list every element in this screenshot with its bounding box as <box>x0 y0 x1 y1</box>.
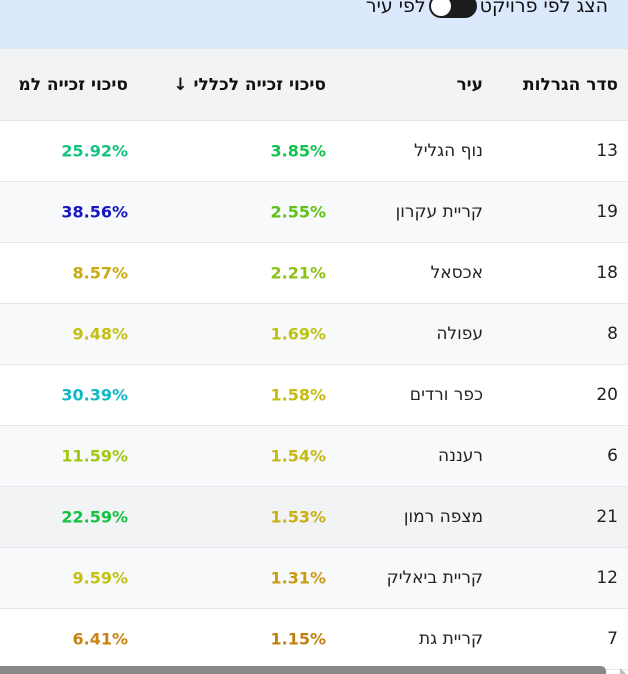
cell-order: 8 <box>607 324 618 344</box>
cell-project-chance: 9.48% <box>72 324 128 344</box>
cell-project-chance: 22.59% <box>61 507 128 527</box>
table-row[interactable]: 8 עפולה 1.69% 9.48% <box>0 304 628 365</box>
view-switch[interactable] <box>428 0 477 18</box>
cell-order: 7 <box>607 629 618 649</box>
table-row[interactable]: 18 אכסאל 2.21% 8.57% <box>0 243 628 304</box>
cell-project-chance: 30.39% <box>61 385 128 405</box>
cell-city: קריית עקרון <box>395 202 483 222</box>
cell-order: 19 <box>596 202 618 222</box>
cell-overall-chance: 1.53% <box>270 507 326 527</box>
horizontal-scrollbar[interactable] <box>0 666 606 674</box>
toggle-label-project: הצג לפי פרויקט <box>479 0 608 17</box>
cell-project-chance: 8.57% <box>72 263 128 283</box>
cell-overall-chance: 1.31% <box>270 568 326 588</box>
cell-overall-chance: 1.54% <box>270 446 326 466</box>
table-row[interactable]: 20 כפר ורדים 1.58% 30.39% <box>0 365 628 426</box>
cell-overall-chance: 1.58% <box>270 385 326 405</box>
header-project-chance[interactable]: סיכוי זכייה למ <box>18 74 128 95</box>
cell-order: 21 <box>596 507 618 527</box>
cell-city: נוף הגליל <box>414 141 483 161</box>
cell-city: קריית ביאליק <box>386 568 483 588</box>
table-row[interactable]: 12 קריית ביאליק 1.31% 9.59% <box>0 548 628 609</box>
table-header: סדר הגרלות עיר סיכוי זכייה לכללי ↓ סיכוי… <box>0 49 628 121</box>
scroll-right-arrow-icon[interactable] <box>620 668 626 674</box>
table-row[interactable]: 13 נוף הגליל 3.85% 25.92% <box>0 121 628 182</box>
cell-city: מצפה רמון <box>403 507 483 527</box>
cell-project-chance: 6.41% <box>72 629 128 649</box>
view-toggle-bar: הצג לפי פרויקט לפי עיר <box>0 0 628 49</box>
cell-city: עפולה <box>436 324 483 344</box>
cell-order: 13 <box>596 141 618 161</box>
table-row[interactable]: 21 מצפה רמון 1.53% 22.59% <box>0 487 628 548</box>
table-row[interactable]: 7 קריית גת 1.15% 6.41% <box>0 609 628 670</box>
cell-city: קריית גת <box>418 629 483 649</box>
view-toggle: הצג לפי פרויקט לפי עיר <box>366 0 608 18</box>
header-order[interactable]: סדר הגרלות <box>523 74 618 95</box>
toggle-label-city: לפי עיר <box>365 0 426 17</box>
cell-city: רעננה <box>438 446 483 466</box>
switch-knob <box>430 0 451 16</box>
cell-overall-chance: 1.15% <box>270 629 326 649</box>
cell-project-chance: 11.59% <box>61 446 128 466</box>
table-row[interactable]: 6 רעננה 1.54% 11.59% <box>0 426 628 487</box>
cell-overall-chance: 3.85% <box>270 141 326 161</box>
cell-overall-chance: 1.69% <box>270 324 326 344</box>
cell-project-chance: 9.59% <box>72 568 128 588</box>
header-overall-chance[interactable]: סיכוי זכייה לכללי ↓ <box>173 74 326 95</box>
cell-order: 20 <box>596 385 618 405</box>
cell-project-chance: 25.92% <box>61 141 128 161</box>
header-city[interactable]: עיר <box>456 74 483 95</box>
cell-order: 6 <box>607 446 618 466</box>
cell-project-chance: 38.56% <box>61 202 128 222</box>
cell-city: אכסאל <box>430 263 483 283</box>
cell-city: כפר ורדים <box>409 385 483 405</box>
cell-order: 18 <box>596 263 618 283</box>
cell-overall-chance: 2.21% <box>270 263 326 283</box>
table-row[interactable]: 19 קריית עקרון 2.55% 38.56% <box>0 182 628 243</box>
cell-overall-chance: 2.55% <box>270 202 326 222</box>
cell-order: 12 <box>596 568 618 588</box>
